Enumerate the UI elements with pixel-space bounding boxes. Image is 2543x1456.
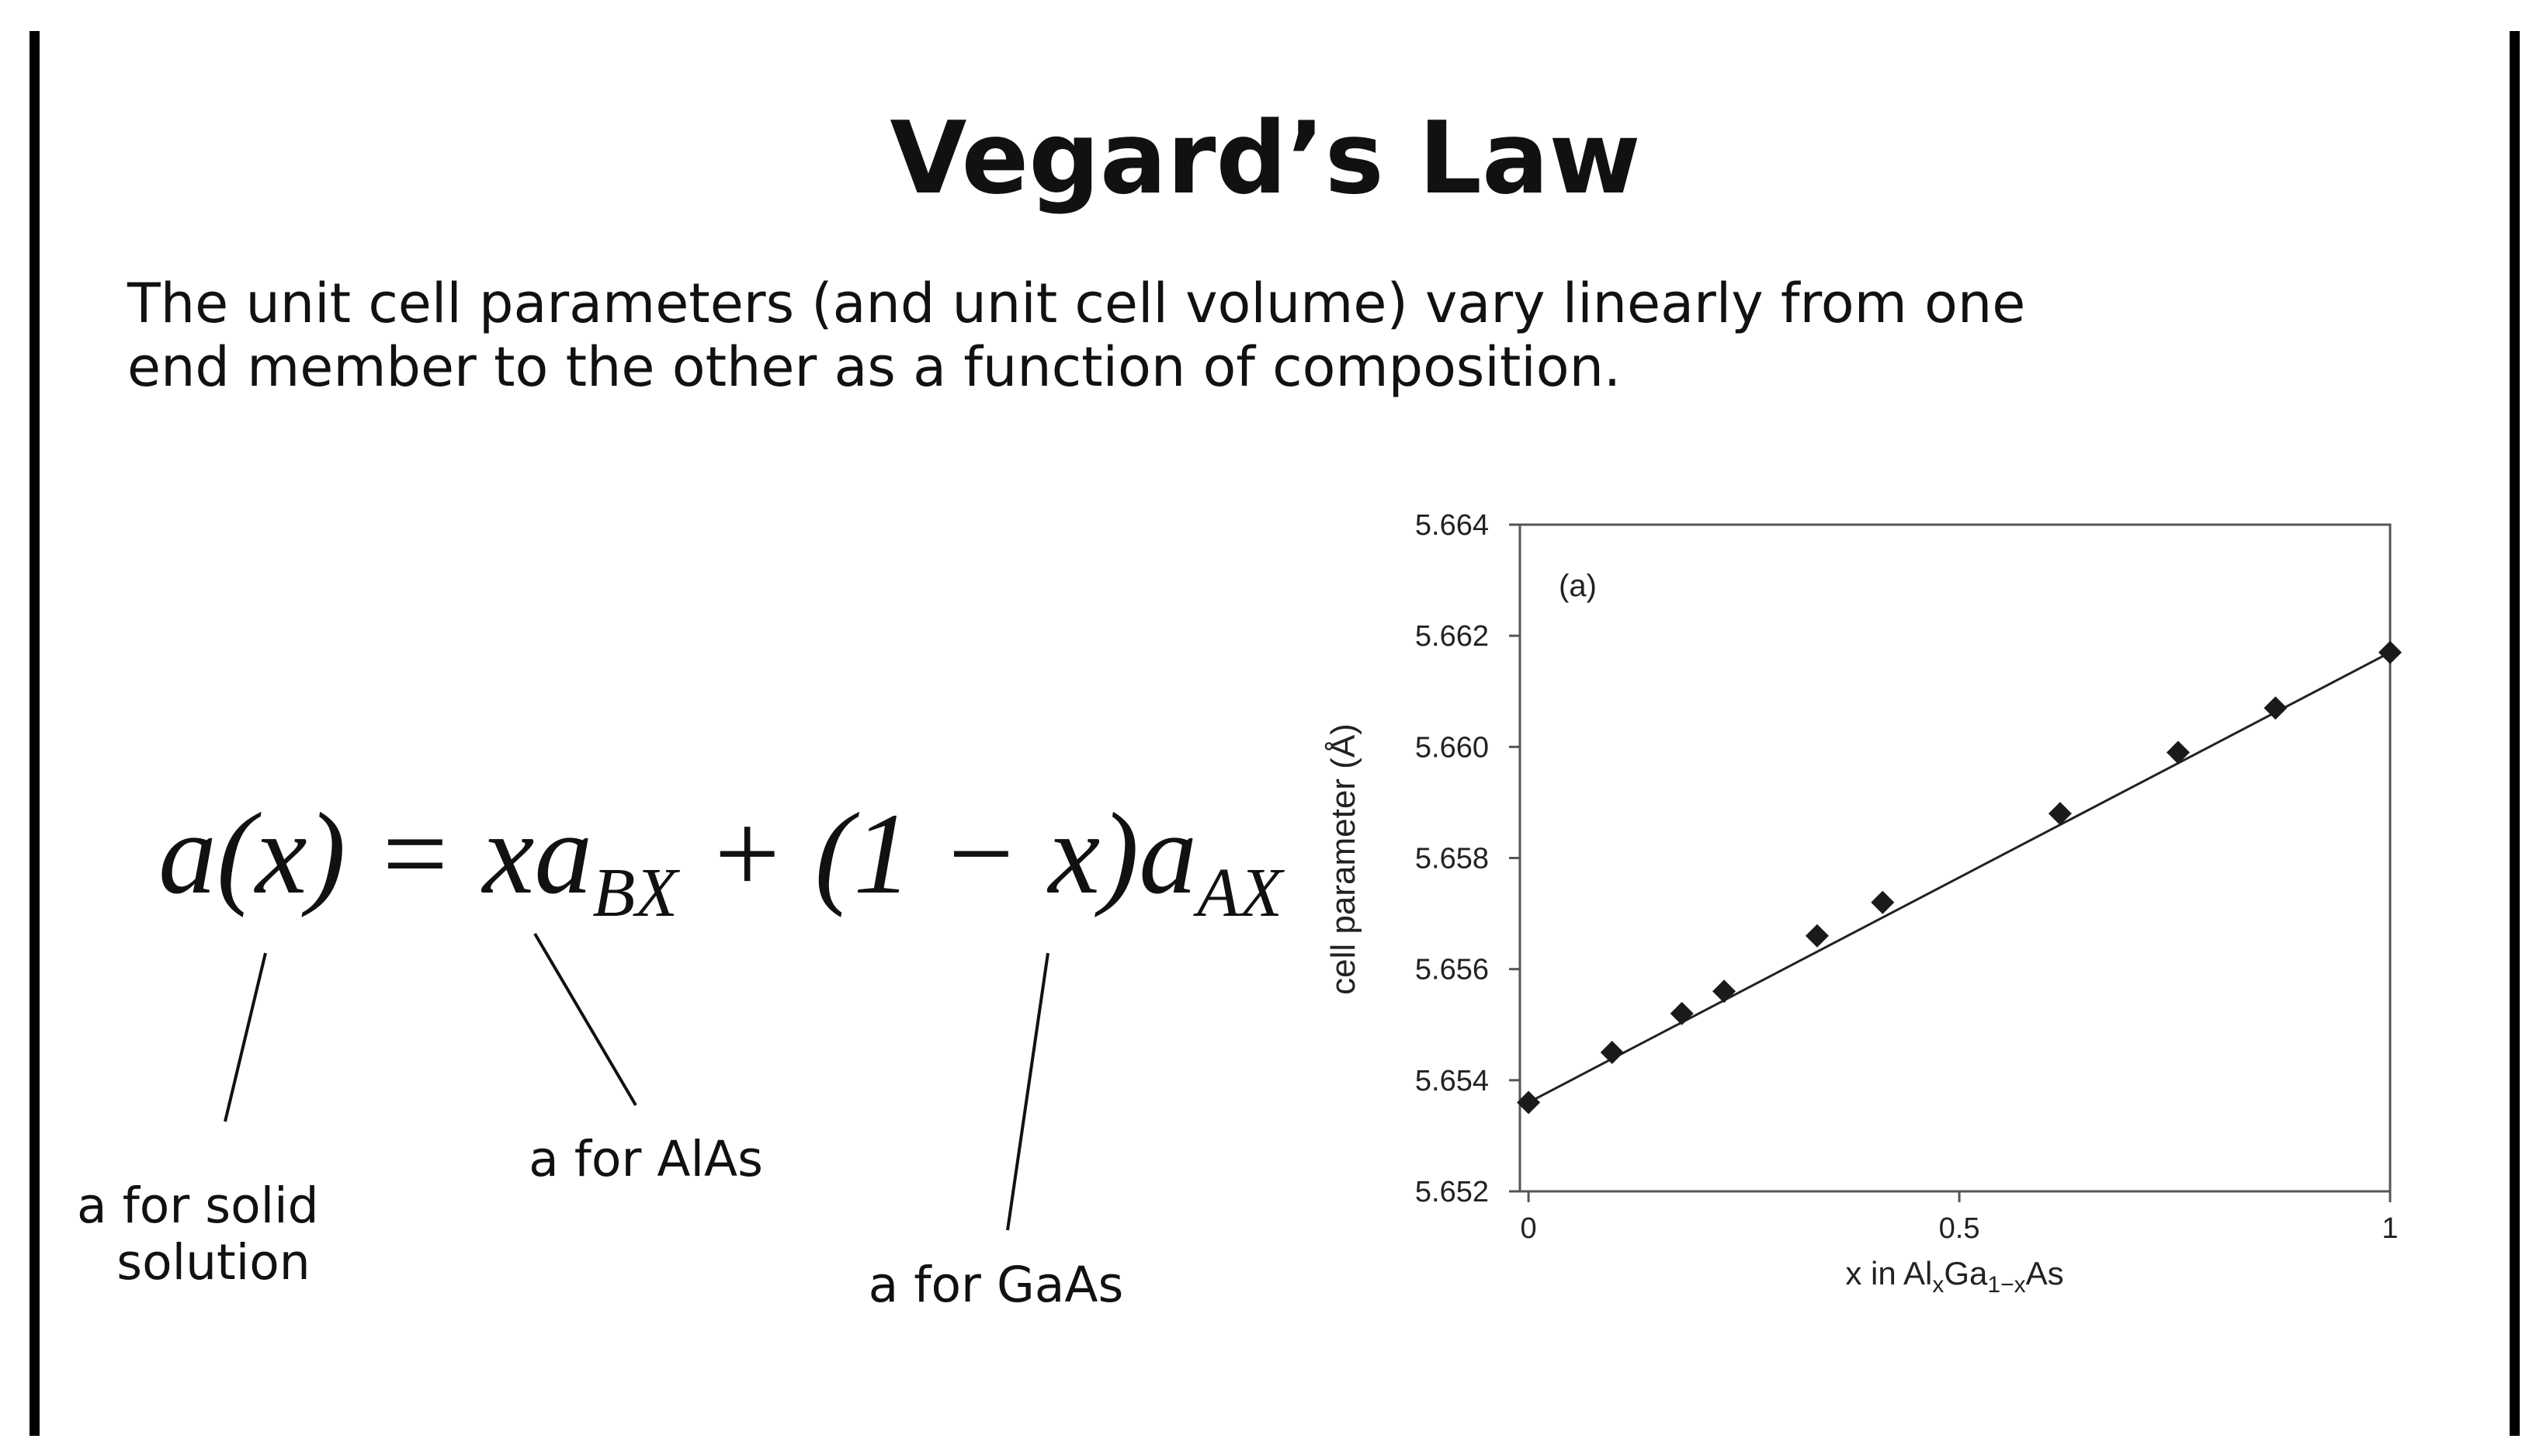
data-point bbox=[1805, 924, 1829, 948]
panel-label: (a) bbox=[1559, 569, 1597, 603]
chart: 5.652 5.654 5.656 5.658 5.660 5.662 5.664 0 0.5 1… bbox=[1324, 509, 2402, 1298]
y-tick-label: 5.658 bbox=[1415, 843, 1489, 875]
data-point bbox=[1670, 1001, 1694, 1025]
text-part: As bbox=[2026, 1255, 2064, 1291]
equation: a(x) = xaBX + (1 − x)aAX bbox=[158, 789, 1285, 931]
data-point bbox=[1712, 979, 1736, 1004]
title: Vegard’s Law bbox=[890, 101, 1640, 217]
y-tick-label: 5.656 bbox=[1415, 954, 1489, 986]
right-border bbox=[2510, 31, 2520, 1436]
fit-line bbox=[1528, 651, 2391, 1104]
x-tick-label: 0.5 bbox=[1939, 1212, 1980, 1245]
annotation: a for solid bbox=[77, 1177, 319, 1234]
text-part: a(x) = xa bbox=[158, 789, 592, 918]
text-part: + (1 − x)a bbox=[678, 789, 1197, 918]
subscript: x bbox=[1932, 1272, 1944, 1298]
subscript: AX bbox=[1193, 855, 1285, 931]
y-tick-label: 5.652 bbox=[1415, 1176, 1489, 1208]
data-point bbox=[1600, 1041, 1624, 1065]
y-tick-label: 5.654 bbox=[1415, 1065, 1489, 1097]
subscript: 1−x bbox=[1987, 1272, 2025, 1298]
x-axis-label: x in AlxGa1−xAs bbox=[1845, 1255, 2063, 1298]
body-line: end member to the other as a function of… bbox=[127, 335, 1621, 399]
pointer-line bbox=[224, 952, 267, 1122]
y-tick-label: 5.662 bbox=[1415, 620, 1489, 653]
data-point bbox=[2264, 696, 2288, 720]
left-border bbox=[29, 31, 40, 1436]
data-point bbox=[2166, 740, 2190, 764]
y-axis-label: cell parameter (Å) bbox=[1324, 723, 1362, 995]
data-point bbox=[2048, 802, 2072, 826]
subscript: BX bbox=[592, 855, 680, 931]
x-tick-label: 0 bbox=[1521, 1212, 1537, 1245]
body-line: The unit cell parameters (and unit cell … bbox=[127, 272, 2025, 335]
pointer-line bbox=[1006, 952, 1049, 1231]
x-tick-label: 1 bbox=[2382, 1212, 2398, 1245]
annotation: solution bbox=[116, 1234, 310, 1291]
data-point bbox=[1871, 890, 1895, 914]
text-part: Ga bbox=[1944, 1255, 1988, 1291]
annotation: a for AlAs bbox=[529, 1131, 763, 1187]
data-point bbox=[1517, 1090, 1541, 1115]
data-point bbox=[2378, 640, 2402, 664]
text-part: x in Al bbox=[1845, 1255, 1932, 1291]
y-tick-label: 5.664 bbox=[1415, 509, 1489, 542]
annotation: a for GaAs bbox=[869, 1257, 1124, 1313]
y-tick-label: 5.660 bbox=[1415, 731, 1489, 764]
pointer-line bbox=[533, 932, 637, 1107]
plot-frame bbox=[1518, 523, 2392, 1193]
